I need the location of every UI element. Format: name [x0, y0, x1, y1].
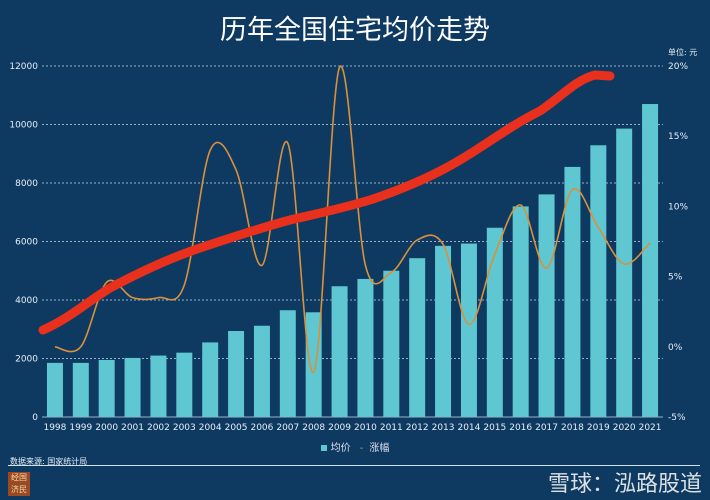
x-tick-label: 2001 [121, 423, 144, 433]
bar-2016 [512, 206, 529, 417]
bar-2009 [331, 286, 348, 417]
bar-2018 [564, 166, 581, 417]
x-tick-label: 2014 [457, 423, 480, 433]
x-tick-label: 2003 [173, 423, 196, 433]
left-tick-label: 6000 [15, 238, 38, 248]
bar-2004 [202, 342, 219, 417]
x-tick-label: 2002 [147, 423, 170, 433]
bar-2010 [357, 278, 374, 417]
x-tick-label: 2017 [535, 423, 558, 433]
x-tick-label: 2010 [354, 423, 377, 433]
x-tick-label: 2012 [406, 423, 429, 433]
legend: 均价 - 涨幅 [0, 439, 710, 454]
watermark: 雪球：泓路股道 [547, 472, 702, 497]
right-tick-label: 5% [668, 273, 683, 283]
left-tick-label: 8000 [15, 179, 38, 189]
bar-2021 [642, 104, 659, 418]
left-tick-label: 12000 [9, 62, 38, 72]
left-tick-label: 10000 [9, 121, 38, 131]
bar-2001 [124, 357, 141, 417]
left-tick-label: 0 [32, 413, 38, 423]
x-tick-label: 2018 [561, 423, 584, 433]
ticks: 0 2000 4000 6000 8000 10000 12000 -5% 0% 5% 10% 15%… [9, 62, 688, 433]
x-tick-label: 1999 [69, 423, 92, 433]
x-tick-label: 2013 [432, 423, 455, 433]
grid [42, 65, 663, 418]
growth-line [54, 65, 651, 373]
bar-2020 [616, 128, 633, 417]
bar-2017 [538, 194, 555, 417]
right-tick-label: 20% [668, 62, 688, 72]
bar-2000 [98, 359, 115, 417]
legend-label-price: 均价 [330, 443, 351, 454]
x-tick-label: 2020 [613, 423, 636, 433]
chart: 0 2000 4000 6000 8000 10000 12000 -5% 0% 5% 10% 15%… [9, 62, 688, 433]
bar-2006 [253, 325, 270, 417]
x-tick-label: 1998 [43, 423, 66, 433]
bar-2008 [305, 312, 322, 417]
trend-annotation-stroke [38, 70, 615, 335]
legend-swatch-bar [320, 445, 327, 451]
right-tick-label: -5% [668, 413, 686, 423]
source-note: 数据来源: 国家统计局 [10, 457, 88, 466]
bar-2014 [460, 243, 477, 417]
x-tick-label: 2015 [483, 423, 506, 433]
x-tick-label: 2006 [250, 423, 273, 433]
bar-2005 [228, 331, 245, 417]
legend-label-growth: 涨幅 [369, 443, 390, 454]
bar-2003 [176, 352, 193, 417]
legend-swatch-line: - [359, 443, 364, 454]
x-tick-label: 2008 [302, 423, 325, 433]
bar-2013 [435, 245, 452, 417]
x-tick-label: 2011 [380, 423, 403, 433]
bar-1998 [46, 362, 63, 417]
x-tick-label: 2019 [587, 423, 610, 433]
bar-2002 [150, 355, 167, 417]
chart-title: 历年全国住宅均价走势 [220, 15, 490, 46]
bar-2007 [279, 310, 296, 417]
x-tick-label: 2005 [225, 423, 248, 433]
x-tick-label: 2000 [95, 423, 118, 433]
right-tick-label: 0% [668, 343, 683, 353]
x-tick-label: 2007 [276, 423, 299, 433]
left-tick-label: 4000 [15, 296, 38, 306]
right-tick-label: 10% [668, 202, 688, 212]
right-tick-label: 15% [668, 132, 688, 142]
x-tick-label: 2021 [639, 423, 662, 433]
seal-logo: 经国 济民 [8, 472, 30, 496]
bar-2019 [590, 145, 607, 417]
x-tick-label: 2016 [509, 423, 532, 433]
x-tick-label: 2009 [328, 423, 351, 433]
bars [46, 104, 659, 418]
bar-1999 [72, 362, 89, 417]
bar-2015 [486, 227, 503, 417]
unit-label: 单位: 元 [668, 48, 698, 57]
x-tick-label: 2004 [199, 423, 222, 433]
divider [8, 465, 700, 466]
left-tick-label: 2000 [15, 355, 38, 365]
bar-2012 [409, 258, 426, 417]
bar-2011 [383, 270, 400, 417]
